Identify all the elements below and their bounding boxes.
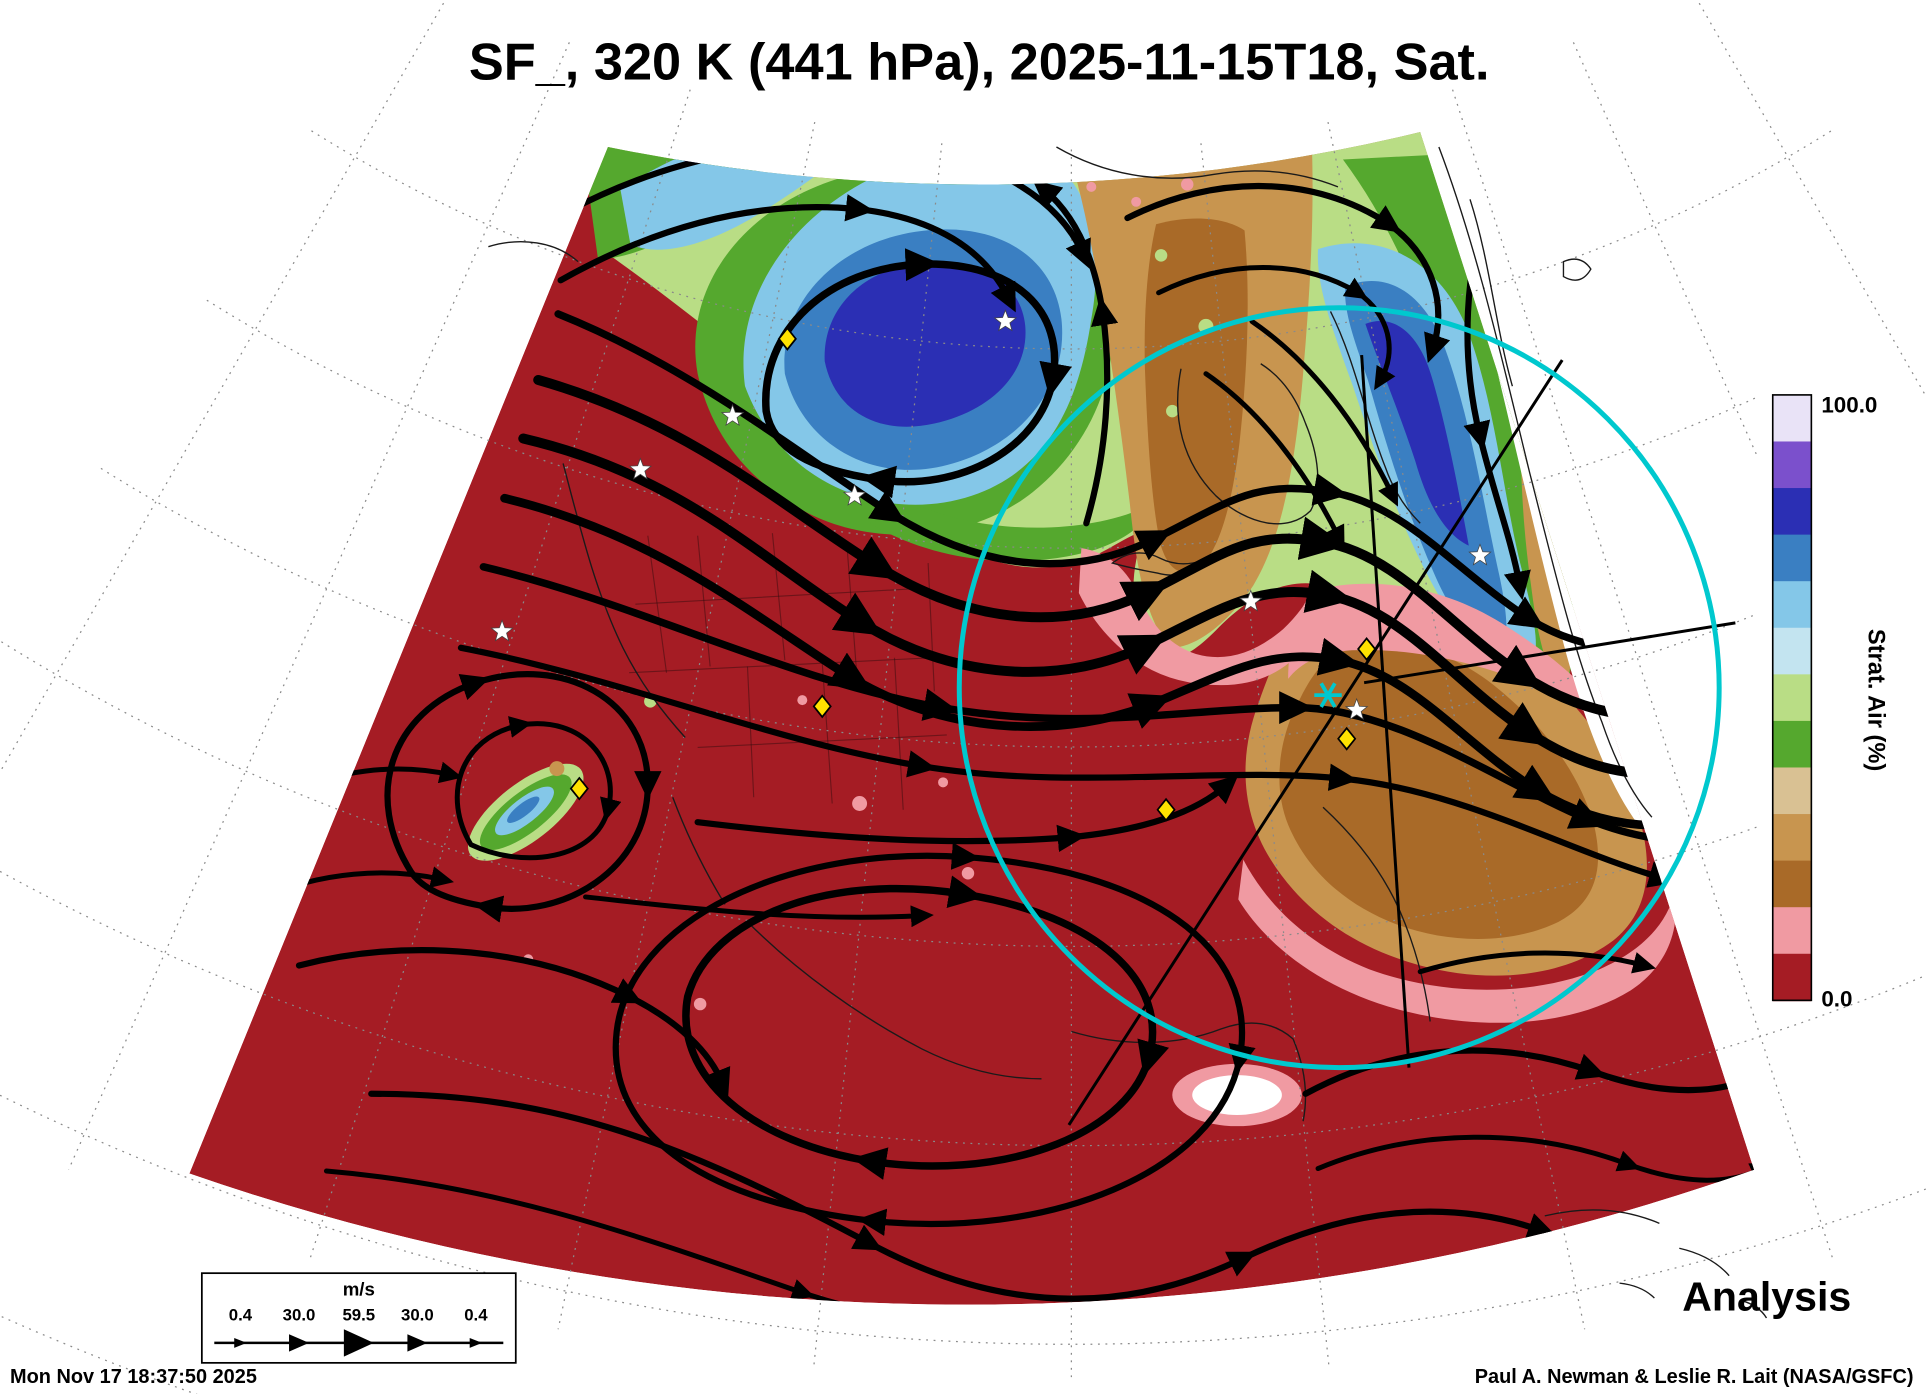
colorbar-segment xyxy=(1772,767,1812,815)
map-projection-wedge xyxy=(189,132,1755,1305)
colorbar-segment xyxy=(1772,394,1812,443)
colorbar-gradient xyxy=(1772,394,1812,1002)
wind-tick-3: 30.0 xyxy=(401,1306,434,1325)
colorbar-segment xyxy=(1772,953,1812,1002)
great-circle-lines xyxy=(1067,354,1736,1126)
generation-timestamp: Mon Nov 17 18:37:50 2025 xyxy=(10,1366,257,1388)
colorbar-title: Strat. Air (%) xyxy=(1863,629,1889,771)
colorbar-segment xyxy=(1772,814,1812,862)
wind-tick-1: 30.0 xyxy=(283,1306,316,1325)
colorbar-segment xyxy=(1772,488,1812,536)
colorbar-min-label: 0.0 xyxy=(1821,987,1852,1012)
wind-tick-0: 0.4 xyxy=(229,1306,253,1325)
figure-title: SF_, 320 K (441 hPa), 2025-11-15T18, Sat… xyxy=(469,34,1490,92)
colorbar-segment xyxy=(1772,581,1812,629)
colorbar-segment xyxy=(1772,627,1812,676)
colorbar-segment xyxy=(1772,860,1812,909)
colorbar-segment xyxy=(1772,720,1812,769)
wind-tick-4: 0.4 xyxy=(464,1306,488,1325)
colorbar-segment xyxy=(1772,441,1812,489)
white-cloud-spot xyxy=(1192,1075,1282,1115)
colorbar-segment xyxy=(1772,907,1812,955)
colorbar-segment xyxy=(1772,534,1812,583)
colorbar-segment xyxy=(1772,674,1812,722)
wind-legend-units: m/s xyxy=(343,1279,375,1300)
wind-tick-2: 59.5 xyxy=(342,1306,375,1325)
range-circle xyxy=(956,305,1722,1071)
credit-line: Paul A. Newman & Leslie R. Lait (NASA/GS… xyxy=(1475,1366,1914,1388)
wind-legend-box xyxy=(200,1272,517,1364)
analysis-label: Analysis xyxy=(1682,1274,1851,1320)
colorbar-max-label: 100.0 xyxy=(1821,392,1877,417)
colorbar: 100.0 0.0 Strat. Air (%) xyxy=(1771,392,1889,1012)
colorbar-frame xyxy=(1771,394,1813,1002)
wind-barb-scale xyxy=(214,1329,504,1357)
wind-speed-legend: m/s 0.4 30.0 59.5 30.0 0.4 xyxy=(200,1272,517,1364)
